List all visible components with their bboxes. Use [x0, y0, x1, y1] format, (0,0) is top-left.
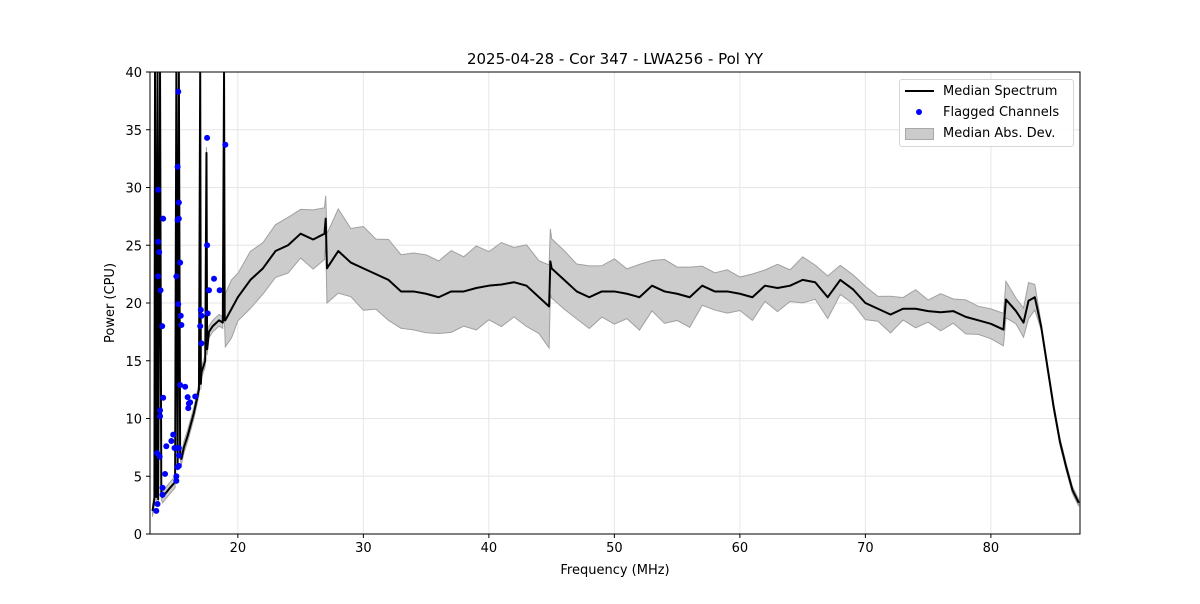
flagged-channel-point: [192, 393, 199, 400]
flagged-channel-point: [222, 141, 229, 148]
flagged-channel-point: [160, 394, 167, 401]
y-axis-label: Power (CPU): [103, 263, 118, 343]
x-tick-label: 70: [857, 541, 874, 556]
line-swatch-icon: [905, 90, 934, 92]
flagged-channel-point: [197, 306, 204, 313]
y-tick-label: 25: [125, 239, 142, 254]
x-tick-label: 80: [983, 541, 1000, 556]
flagged-channel-point: [162, 470, 169, 477]
flagged-channel-point: [170, 431, 177, 438]
flagged-channel-point: [173, 477, 180, 484]
flagged-channel-point: [185, 405, 192, 412]
flagged-channel-point: [197, 323, 204, 330]
flagged-channel-point: [205, 287, 212, 294]
flagged-channel-point: [177, 382, 184, 389]
flagged-channel-point: [216, 287, 223, 294]
y-tick-label: 20: [125, 297, 142, 312]
x-tick-label: 20: [230, 541, 247, 556]
flagged-channel-point: [156, 453, 163, 460]
flagged-channel-point: [178, 321, 185, 328]
flagged-channel-point: [157, 287, 164, 294]
x-tick-label: 30: [355, 541, 372, 556]
flagged-channel-point: [160, 215, 167, 222]
y-tick-label: 5: [134, 470, 142, 485]
y-tick-label: 10: [125, 413, 142, 428]
flagged-channel-point: [154, 500, 161, 507]
flagged-channel-point: [175, 199, 182, 206]
y-tick-label: 40: [125, 66, 142, 81]
patch-swatch-icon: [905, 128, 934, 140]
y-tick-label: 30: [125, 182, 142, 197]
legend-label: Median Spectrum: [943, 83, 1058, 99]
flagged-channel-point: [173, 473, 180, 480]
median-spectrum-line: [151, 72, 1080, 512]
flagged-channel-point: [174, 163, 181, 170]
flagged-channel-point: [157, 413, 164, 420]
median-abs-dev-band: [152, 72, 1080, 517]
flagged-channel-point: [155, 186, 162, 193]
x-axis-label: Frequency (MHz): [560, 563, 669, 578]
flagged-channel-point: [175, 452, 182, 459]
flagged-channel-point: [177, 259, 184, 266]
flagged-channel-point: [157, 407, 164, 414]
flagged-channel-point: [159, 491, 166, 498]
flagged-channel-point: [175, 215, 182, 222]
flagged-channel-point: [156, 249, 163, 256]
flagged-channel-point: [155, 238, 162, 245]
flagged-channel-point: [198, 340, 205, 347]
flagged-channel-point: [159, 484, 166, 491]
flagged-channel-point: [153, 507, 160, 514]
ticks: 20 30 40 50 60 70 80 0 5 10 15 20 25 30 35 40: [125, 66, 999, 556]
dot-swatch-icon: [916, 109, 922, 115]
flagged-channel-point: [163, 443, 170, 450]
legend-label: Flagged Channels: [943, 104, 1060, 120]
flagged-channel-point: [159, 323, 166, 330]
flagged-channel-point: [204, 134, 211, 141]
flagged-channel-point: [175, 88, 182, 95]
plot-area: [151, 72, 1080, 517]
x-tick-label: 60: [732, 541, 749, 556]
y-tick-label: 35: [125, 124, 142, 139]
flagged-channel-point: [175, 462, 182, 469]
y-tick-label: 15: [125, 355, 142, 370]
flagged-channel-point: [204, 242, 211, 249]
flagged-channel-point: [168, 438, 175, 445]
flagged-channel-point: [175, 444, 182, 451]
flagged-channel-point: [204, 310, 211, 317]
y-tick-label: 0: [134, 528, 142, 543]
flagged-channel-point: [182, 383, 189, 390]
flagged-channel-point: [187, 399, 194, 406]
flagged-channel-point: [173, 273, 180, 280]
flagged-channel-point: [184, 394, 191, 401]
legend-label: Median Abs. Dev.: [943, 125, 1056, 141]
chart-title: 2025-04-28 - Cor 347 - LWA256 - Pol YY: [467, 50, 764, 68]
flagged-channel-point: [211, 275, 218, 282]
flagged-channel-point: [198, 312, 205, 319]
flagged-channel-point: [155, 273, 162, 280]
flagged-channel-point: [177, 312, 184, 319]
legend: Median Spectrum Flagged Channels Median …: [899, 79, 1074, 147]
flagged-channel-point: [175, 301, 182, 308]
x-tick-label: 50: [606, 541, 623, 556]
x-tick-label: 40: [481, 541, 498, 556]
